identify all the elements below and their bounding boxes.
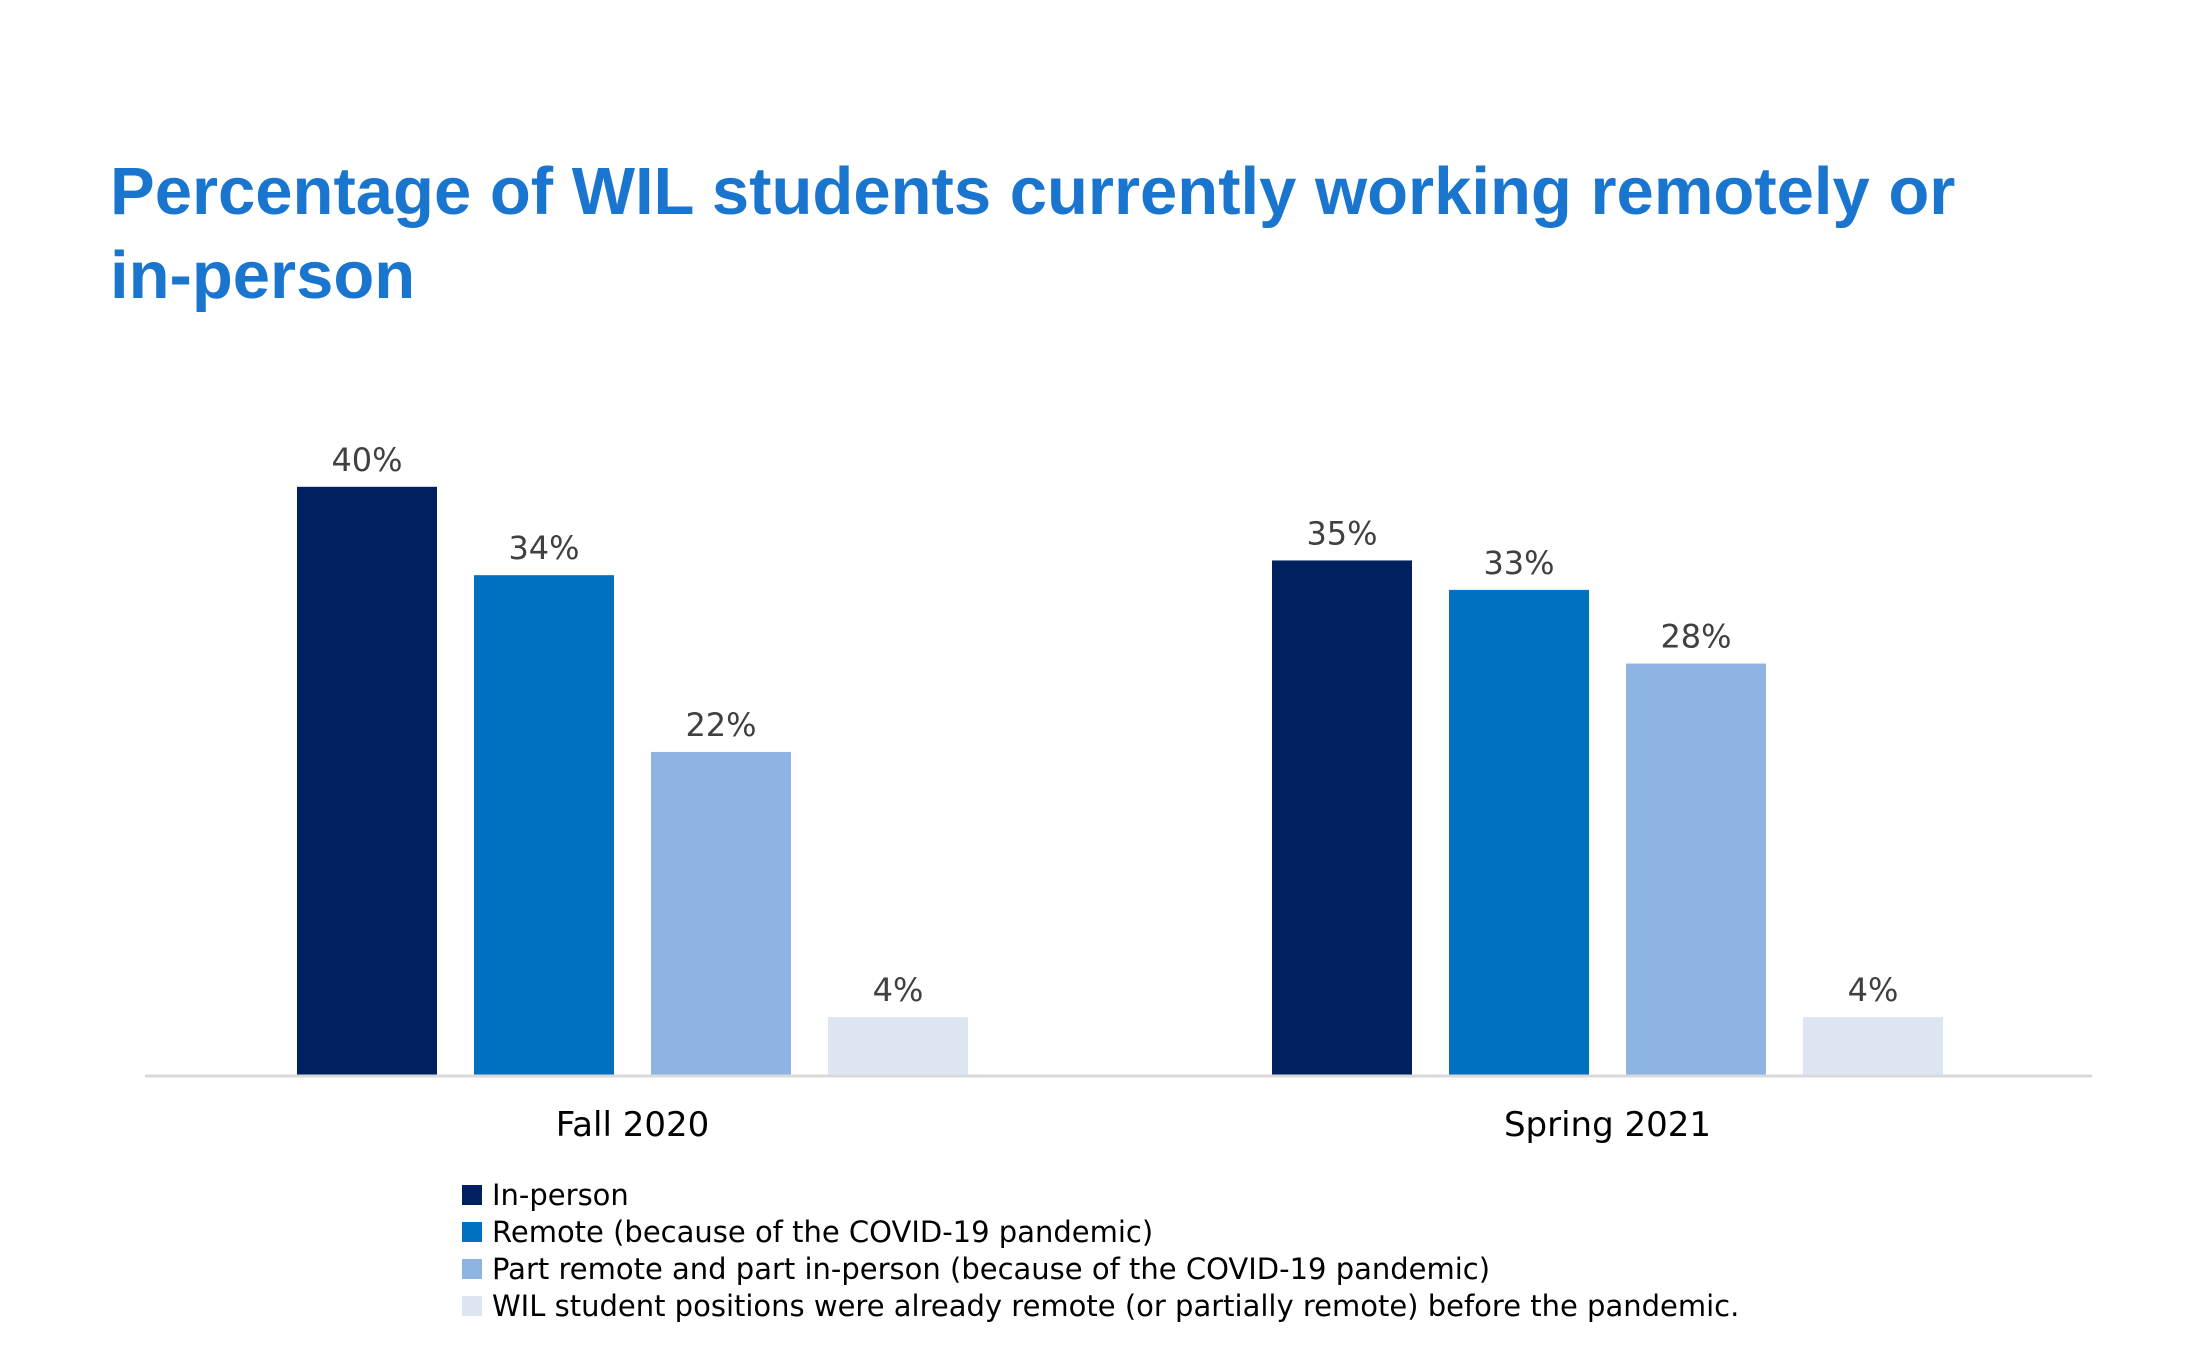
data-label-spring-2021-series-2: 33% xyxy=(1483,544,1554,582)
legend: In-person Remote (because of the COVID-19… xyxy=(462,1176,2162,1324)
legend-label: WIL student positions were already remot… xyxy=(492,1288,1740,1323)
data-label-fall-2020-series-4: 4% xyxy=(873,971,924,1009)
data-labels-group: 40% 34% 22% 4% 35% 33% 28% 4% xyxy=(331,441,1898,1009)
legend-swatch xyxy=(462,1258,482,1279)
legend-item-3: Part remote and part in-person (because … xyxy=(462,1250,2162,1287)
legend-swatch xyxy=(462,1221,482,1242)
legend-item-1: In-person xyxy=(462,1176,2162,1213)
legend-item-4: WIL student positions were already remot… xyxy=(462,1287,2162,1324)
bar-fall-2020-series-3 xyxy=(651,751,791,1076)
bar-spring-2021-series-4 xyxy=(1803,1017,1943,1076)
legend-label: Part remote and part in-person (because … xyxy=(492,1251,1491,1286)
legend-swatch xyxy=(462,1295,482,1316)
legend-item-2: Remote (because of the COVID-19 pandemic… xyxy=(462,1213,2162,1250)
bar-fall-2020-series-1 xyxy=(297,486,437,1076)
bar-spring-2021-series-2 xyxy=(1449,589,1589,1076)
category-label-fall-2020: Fall 2020 xyxy=(556,1105,710,1145)
bar-spring-2021-series-3 xyxy=(1626,663,1766,1076)
legend-label: In-person xyxy=(492,1177,629,1212)
bar-spring-2021-series-1 xyxy=(1272,560,1412,1076)
data-label-spring-2021-series-3: 28% xyxy=(1660,618,1731,656)
bars-group xyxy=(297,486,1943,1076)
legend-swatch xyxy=(462,1184,482,1205)
data-label-fall-2020-series-1: 40% xyxy=(331,441,402,479)
bar-fall-2020-series-2 xyxy=(474,575,614,1076)
data-label-spring-2021-series-1: 35% xyxy=(1306,514,1377,552)
data-label-spring-2021-series-4: 4% xyxy=(1848,971,1899,1009)
data-label-fall-2020-series-2: 34% xyxy=(508,529,579,567)
data-label-fall-2020-series-3: 22% xyxy=(685,706,756,744)
category-labels-group: Fall 2020 Spring 2021 xyxy=(556,1105,1711,1145)
bar-fall-2020-series-4 xyxy=(828,1017,968,1076)
legend-label: Remote (because of the COVID-19 pandemic… xyxy=(492,1214,1154,1249)
chart-title: Percentage of WIL students currently wor… xyxy=(110,154,1956,313)
category-label-spring-2021: Spring 2021 xyxy=(1504,1105,1711,1145)
